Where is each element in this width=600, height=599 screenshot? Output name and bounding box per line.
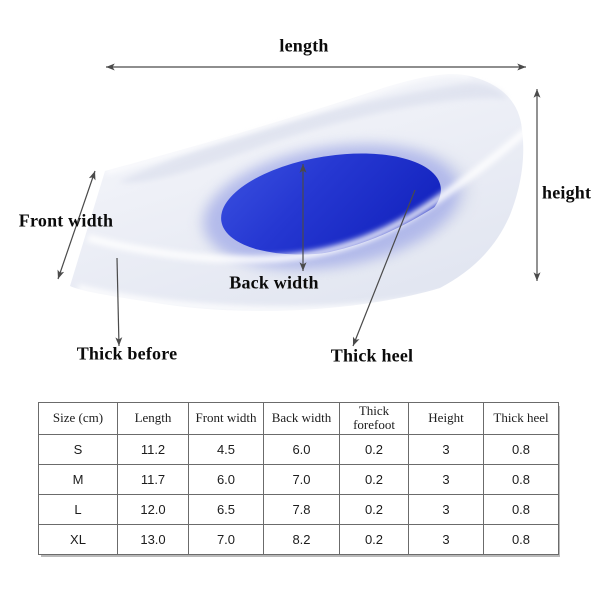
table-cell: 12.0 bbox=[117, 493, 189, 525]
table-cell: 6.0 bbox=[188, 463, 264, 495]
table-cell: 3 bbox=[408, 523, 484, 555]
table-cell: 0.8 bbox=[483, 493, 559, 525]
column-header-thick-heel: Thick heel bbox=[483, 402, 559, 435]
back-width-label: Back width bbox=[229, 272, 319, 293]
table-cell: 7.0 bbox=[188, 523, 264, 555]
table-cell: 11.7 bbox=[117, 463, 189, 495]
table-cell: 0.2 bbox=[339, 523, 409, 555]
column-header-front-width: Front width bbox=[188, 402, 264, 435]
thick-before-leader bbox=[115, 257, 123, 347]
size-spec-table: Size (cm) Length Front width Back width … bbox=[38, 402, 559, 555]
table-cell: 4.5 bbox=[188, 433, 264, 465]
table-cell: 3 bbox=[408, 493, 484, 525]
length-label: length bbox=[279, 35, 329, 56]
column-header-length: Length bbox=[117, 402, 189, 435]
table-cell: S bbox=[38, 433, 118, 465]
table-cell: 6.0 bbox=[263, 433, 340, 465]
table-cell: 11.2 bbox=[117, 433, 189, 465]
table-cell: 0.2 bbox=[339, 493, 409, 525]
table-cell: XL bbox=[38, 523, 118, 555]
table-cell: 0.8 bbox=[483, 463, 559, 495]
column-header-back-width: Back width bbox=[263, 402, 340, 435]
table-cell: 0.8 bbox=[483, 523, 559, 555]
table-cell: L bbox=[38, 493, 118, 525]
table-row-l: L 12.0 6.5 7.8 0.2 3 0.8 bbox=[38, 493, 559, 525]
thick-before-label: Thick before bbox=[76, 343, 178, 364]
table-cell: 7.8 bbox=[263, 493, 340, 525]
top-edge-highlight bbox=[105, 71, 471, 175]
heel-cup-illustration bbox=[57, 63, 541, 347]
inner-rim-shade bbox=[118, 83, 508, 183]
table-cell: 3 bbox=[408, 463, 484, 495]
bottom-rim-highlight bbox=[77, 241, 517, 314]
thick-heel-label: Thick heel bbox=[330, 345, 414, 366]
table-header-row: Size (cm) Length Front width Back width … bbox=[38, 402, 559, 435]
column-header-thick-forefoot: Thick forefoot bbox=[339, 402, 409, 435]
table-cell: 0.8 bbox=[483, 433, 559, 465]
table-cell: 7.0 bbox=[263, 463, 340, 495]
front-width-arrow bbox=[57, 170, 96, 280]
front-width-label: Front width bbox=[18, 210, 114, 231]
table-cell: 8.2 bbox=[263, 523, 340, 555]
column-header-size: Size (cm) bbox=[38, 402, 118, 435]
front-wall-lip bbox=[87, 127, 530, 264]
table-cell: 0.2 bbox=[339, 433, 409, 465]
table-cell: 13.0 bbox=[117, 523, 189, 555]
thick-heel-leader bbox=[352, 189, 416, 347]
table-row-m: M 11.7 6.0 7.0 0.2 3 0.8 bbox=[38, 463, 559, 495]
height-label: height bbox=[542, 182, 592, 203]
table-cell: 0.2 bbox=[339, 463, 409, 495]
table-row-s: S 11.2 4.5 6.0 0.2 3 0.8 bbox=[38, 433, 559, 465]
column-header-height: Height bbox=[408, 402, 484, 435]
table-cell: M bbox=[38, 463, 118, 495]
table-row-xl: XL 13.0 7.0 8.2 0.2 3 0.8 bbox=[38, 523, 559, 555]
table-cell: 6.5 bbox=[188, 493, 264, 525]
table-cell: 3 bbox=[408, 433, 484, 465]
